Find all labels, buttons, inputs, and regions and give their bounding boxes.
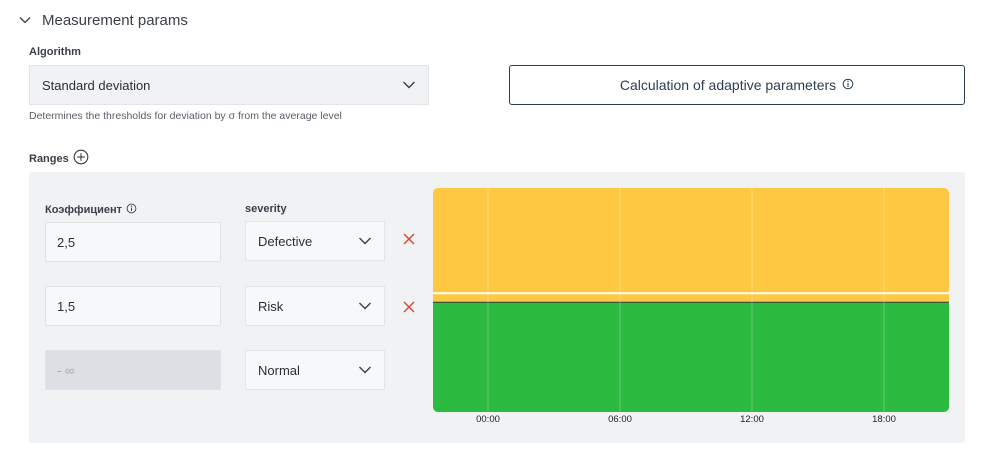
chevron-down-icon <box>358 234 372 249</box>
ranges-chart <box>433 188 949 412</box>
coefficient-input-disabled: - ∞ <box>45 350 221 390</box>
calc-button-label: Calculation of adaptive parameters <box>619 77 837 93</box>
x-tick-label: 06:00 <box>608 414 632 425</box>
x-tick-label: 12:00 <box>740 414 764 425</box>
coefficient-input[interactable]: 1,5 <box>45 286 221 326</box>
algorithm-description: Determines the thresholds for deviation … <box>29 110 342 122</box>
severity-value: Defective <box>258 233 313 249</box>
chevron-down-icon <box>18 13 32 27</box>
severity-select[interactable]: Defective <box>245 221 385 261</box>
severity-select[interactable]: Risk <box>245 286 385 326</box>
x-tick-label: 00:00 <box>476 414 500 425</box>
add-range-icon[interactable] <box>73 149 89 170</box>
chevron-down-icon <box>358 299 372 314</box>
coefficient-header-text: Коэффициент <box>45 204 123 216</box>
info-icon <box>126 203 137 217</box>
section-title: Measurement params <box>42 11 188 29</box>
section-toggle[interactable]: Measurement params <box>18 8 188 32</box>
x-tick-label: 18:00 <box>872 414 896 425</box>
coefficient-header: Коэффициент <box>45 203 137 217</box>
remove-range-icon[interactable] <box>402 300 416 314</box>
coefficient-input[interactable]: 2,5 <box>45 222 221 262</box>
algorithm-select[interactable]: Standard deviation <box>29 65 429 105</box>
algorithm-selected-value: Standard deviation <box>42 77 151 93</box>
chart-band-normal <box>433 302 949 412</box>
chevron-down-icon <box>402 78 416 93</box>
ranges-header: Ranges <box>29 149 89 170</box>
severity-value: Risk <box>258 298 284 314</box>
severity-value: Normal <box>258 362 300 378</box>
calculate-adaptive-params-button[interactable]: Calculation of adaptive parameters <box>509 65 965 105</box>
remove-range-icon[interactable] <box>402 232 416 246</box>
chevron-down-icon <box>358 363 372 378</box>
info-icon <box>842 77 854 93</box>
chart-band-defective <box>433 188 949 294</box>
chart-band-risk <box>433 293 949 303</box>
severity-header: severity <box>245 203 287 215</box>
ranges-label: Ranges <box>29 153 69 165</box>
chart-svg <box>433 188 949 412</box>
algorithm-label: Algorithm <box>29 46 81 58</box>
severity-select[interactable]: Normal <box>245 350 385 390</box>
